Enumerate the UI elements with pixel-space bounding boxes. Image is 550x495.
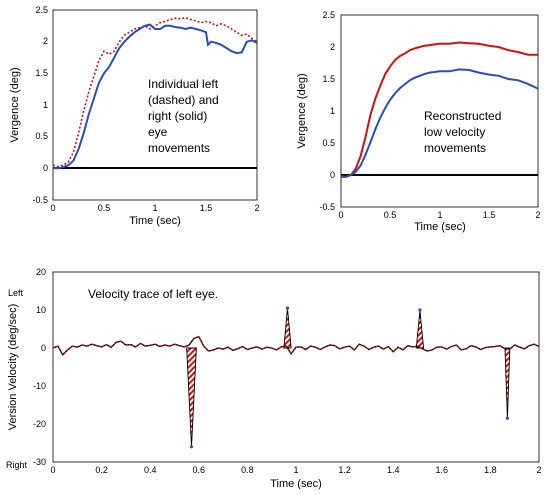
y-axis-label: Version Velocity (deg/sec) <box>7 304 19 431</box>
y-tick-label: -10 <box>33 381 46 391</box>
series-lines <box>52 16 258 170</box>
x-tick-label: 1.5 <box>483 210 496 220</box>
annotation-line: low velocity <box>424 125 485 139</box>
x-tick-labels: 0 0.2 0.4 0.6 0.8 1 1.2 1.4 1.6 1.8 2 <box>50 465 541 475</box>
saccade-spike <box>186 347 197 447</box>
x-axis-label: Time (sec) <box>414 221 466 233</box>
x-tick-label: 0.5 <box>384 210 397 220</box>
y-tick-label: 0 <box>43 163 48 173</box>
annotation-line: right (solid) <box>148 109 207 123</box>
x-axis-label: Time (sec) <box>270 478 322 490</box>
x-tick-label: 0.4 <box>144 465 157 475</box>
annotation-line: Individual left <box>148 77 219 91</box>
y-tick-labels: 2.5 2 1.5 1 0.5 0 -0.5 <box>319 10 335 212</box>
individual-vergence-chart: 2.5 2 1.5 1 0.5 0 -0.5 0 0.5 1 1.5 2 Tim… <box>9 5 260 227</box>
velocity-trace-overlay <box>52 335 540 356</box>
annotation: Reconstructed low velocity movements <box>424 109 501 155</box>
x-tick-label: 0.2 <box>95 465 108 475</box>
x-tick-label: 0.8 <box>241 465 254 475</box>
x-tick-label: 0.6 <box>193 465 206 475</box>
x-tick-label: 1 <box>293 465 298 475</box>
y-tick-labels: 2.5 2 1.5 1 0.5 0 -0.5 <box>32 5 48 205</box>
annotation-line: Reconstructed <box>424 109 501 123</box>
left-eye-series-line <box>340 41 538 178</box>
y-tick-label: 1 <box>330 106 335 116</box>
saccade-spikes <box>186 306 511 449</box>
y-tick-label: 2 <box>43 36 48 46</box>
saccade-peak-marker <box>418 308 422 312</box>
y-tick-label: 20 <box>36 267 46 277</box>
reconstructed-vergence-chart: 2.5 2 1.5 1 0.5 0 -0.5 0 0.5 1 1.5 2 Tim… <box>296 10 541 233</box>
annotation: Individual left (dashed) and right (soli… <box>148 77 219 155</box>
y-tick-label: -20 <box>33 419 46 429</box>
plot-frame <box>52 271 540 463</box>
y-tick-label: 0 <box>330 170 335 180</box>
x-tick-label: 2 <box>254 203 259 213</box>
x-tick-labels: 0 0.5 1 1.5 2 <box>50 203 259 213</box>
right-eye-series-line <box>53 23 258 170</box>
x-tick-label: 1.2 <box>338 465 351 475</box>
y-tick-label: 1 <box>43 100 48 110</box>
annotation-line: movements <box>424 141 486 155</box>
velocity-chart: 20 10 0 -10 -20 -30 Left Right 0 0.2 0.4… <box>6 267 542 490</box>
annotation-line: Velocity trace of left eye. <box>88 287 218 301</box>
x-tick-label: 2 <box>535 210 540 220</box>
x-tick-label: 1.8 <box>484 465 497 475</box>
saccade-peak-marker <box>285 306 290 310</box>
x-tick-label: 1 <box>152 203 157 213</box>
y-axis-label: Vergence (deg) <box>9 67 21 142</box>
x-tick-label: 1.5 <box>200 203 213 213</box>
y-tick-label: 1.5 <box>35 68 48 78</box>
saccade-spike <box>283 308 292 349</box>
series-lines <box>340 41 539 178</box>
y-tick-labels: 20 10 0 -10 -20 -30 <box>33 267 46 467</box>
plot-frame <box>340 14 539 208</box>
y-tick-label: 1.5 <box>322 74 335 84</box>
x-tick-label: 0.5 <box>98 203 111 213</box>
y-tick-label: 2 <box>330 42 335 52</box>
y-tick-label: 2.5 <box>322 10 335 20</box>
saccade-spike <box>415 309 425 349</box>
y-tick-label: -30 <box>33 457 46 467</box>
y-tick-label: 0.5 <box>35 131 48 141</box>
x-tick-label: 0 <box>50 203 55 213</box>
saccade-peak-marker <box>189 445 194 449</box>
x-tick-label: 2 <box>536 465 541 475</box>
y-tick-label: -0.5 <box>32 195 48 205</box>
y-tick-label: 0 <box>41 343 46 353</box>
right-eye-series-line <box>341 68 539 178</box>
saccade-peak-marker <box>505 416 510 420</box>
velocity-trace <box>52 335 540 356</box>
x-tick-label: 1.4 <box>387 465 400 475</box>
direction-label-left: Left <box>8 288 24 298</box>
x-tick-label: 0 <box>338 210 343 220</box>
annotation-line: (dashed) and <box>148 93 219 107</box>
y-tick-label: 10 <box>36 305 46 315</box>
plot-frame <box>52 9 258 201</box>
x-axis-label: Time (sec) <box>129 215 181 227</box>
x-tick-labels: 0 0.5 1 1.5 2 <box>338 210 540 220</box>
annotation-line: eye <box>148 125 168 139</box>
annotation-line: movements <box>148 141 210 155</box>
direction-label-right: Right <box>6 460 28 470</box>
x-tick-label: 1.6 <box>436 465 449 475</box>
y-tick-label: -0.5 <box>319 202 335 212</box>
x-tick-label: 1 <box>437 210 442 220</box>
velocity-trace-line <box>52 335 540 356</box>
y-axis-label: Vergence (deg) <box>296 73 308 148</box>
saccade-spike <box>504 347 511 419</box>
y-tick-label: 2.5 <box>35 5 48 15</box>
x-tick-label: 0 <box>50 465 55 475</box>
y-tick-label: 0.5 <box>322 138 335 148</box>
